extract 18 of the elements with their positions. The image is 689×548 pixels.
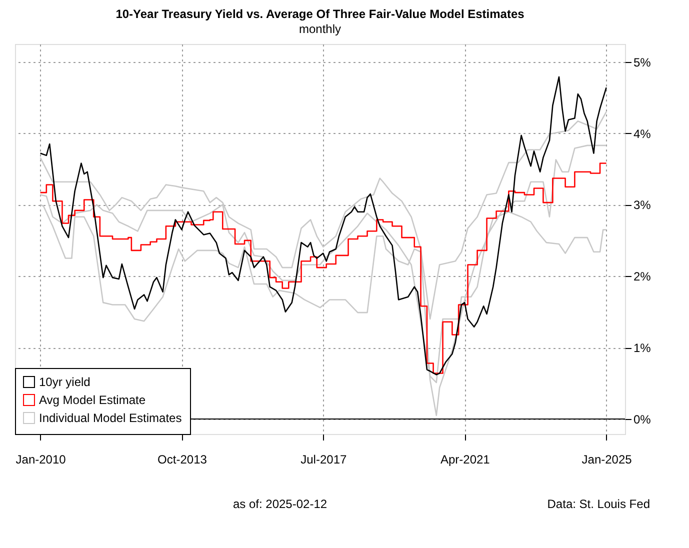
y-tick-label: 4% bbox=[634, 126, 652, 141]
x-tick-label: Apr-2021 bbox=[440, 452, 490, 466]
chart-subtitle: monthly bbox=[298, 22, 342, 36]
legend-label: Avg Model Estimate bbox=[39, 393, 146, 407]
legend-label: Individual Model Estimates bbox=[39, 411, 182, 425]
text: as of: 2025-02-12 bbox=[232, 497, 328, 511]
y-tick-label: 2% bbox=[634, 270, 652, 284]
x-tick-label: Jan-2010 bbox=[16, 452, 66, 466]
text: Data: St. Louis Fed bbox=[547, 497, 650, 511]
x-tick-label: Jul-2017 bbox=[300, 452, 347, 466]
y-tick-label: 0% bbox=[634, 412, 652, 426]
chart-title: 10-Year Treasury Yield vs. Average Of Three Fair-Value Model Estimates bbox=[116, 7, 525, 21]
y-tick-label: 3% bbox=[634, 198, 652, 212]
y-tick-label: 1% bbox=[634, 341, 652, 356]
x-tick-label: Oct-2013 bbox=[158, 452, 208, 466]
x-tick-label: Jan-2025 bbox=[582, 452, 632, 466]
y-tick-label: 5% bbox=[634, 55, 652, 70]
legend-label: 10yr yield bbox=[39, 375, 90, 389]
